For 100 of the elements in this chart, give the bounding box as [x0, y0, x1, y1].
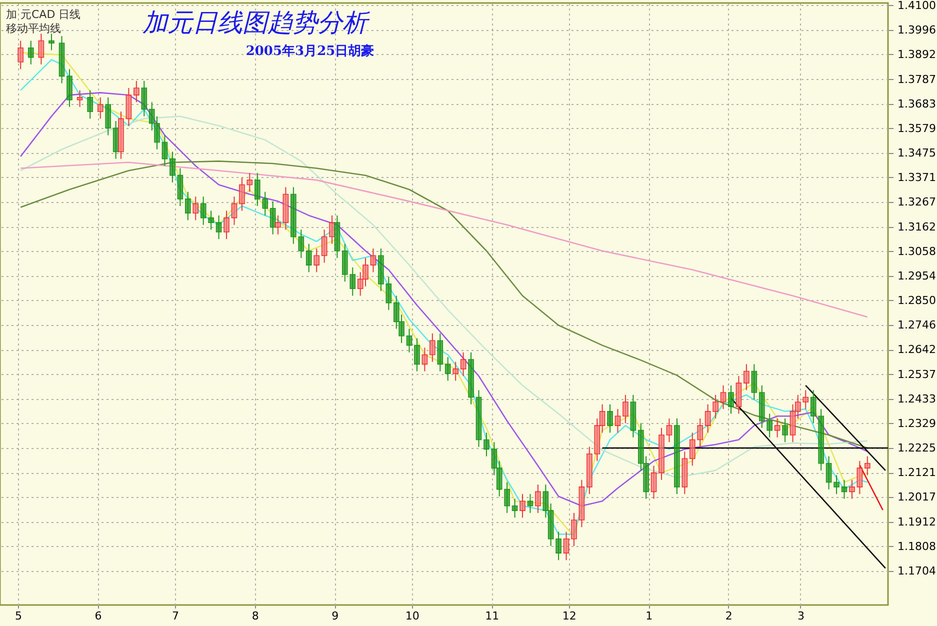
- candlestick: [208, 210, 214, 230]
- candlestick: [720, 384, 726, 410]
- candlestick: [200, 196, 206, 226]
- y-tick-label: 1.2329: [898, 416, 936, 430]
- candlestick: [134, 80, 140, 103]
- candlestick: [849, 479, 855, 500]
- candlestick: [239, 177, 245, 212]
- candlestick: [452, 361, 458, 382]
- candlestick: [76, 90, 83, 108]
- text: 2005年3月25日胡豪: [246, 43, 374, 59]
- x-tick-label: 5: [15, 610, 22, 622]
- candlestick: [556, 531, 562, 561]
- candlestick: [704, 404, 711, 434]
- candlestick: [520, 494, 526, 518]
- y-tick-label: 1.3787: [898, 72, 936, 86]
- y-tick-label: 1.3996: [898, 23, 936, 36]
- candlestick: [728, 384, 734, 414]
- candlestick: [66, 68, 72, 108]
- candlestick: [162, 134, 168, 166]
- candlestick: [834, 474, 840, 495]
- x-tick-label: 11: [485, 610, 500, 622]
- y-tick-label: 1.3579: [898, 122, 936, 135]
- x-tick-label: 7: [172, 610, 180, 622]
- candlestick: [246, 172, 253, 192]
- candlestick: [97, 96, 104, 120]
- candlestick: [504, 482, 510, 514]
- candlestick: [782, 418, 788, 443]
- candlestick: [864, 456, 870, 476]
- x-tick-label: 8: [252, 610, 259, 622]
- x-tick-label: 10: [405, 610, 420, 622]
- y-tick-label: 1.3892: [898, 48, 936, 61]
- candlestick: [141, 80, 148, 117]
- candlestick: [736, 376, 742, 414]
- x-tick-label: 3: [797, 610, 804, 622]
- x-tick-label: 12: [562, 610, 576, 622]
- candlestick: [306, 243, 312, 273]
- y-tick-label: 1.1704: [898, 564, 936, 578]
- candlestick: [28, 40, 34, 65]
- x-tick-label: 6: [94, 610, 102, 622]
- candlestick: [527, 494, 534, 514]
- candlestick: [48, 33, 54, 51]
- candlestick: [386, 276, 392, 310]
- candlestick: [38, 33, 44, 65]
- y-tick-label: 1.3267: [898, 196, 936, 209]
- candlestick: [192, 196, 199, 221]
- candlestick: [406, 328, 412, 353]
- annotation: 移动平均线: [6, 22, 61, 35]
- y-tick-label: 1.2954: [898, 269, 936, 282]
- candlestick: [841, 479, 848, 500]
- y-tick-label: 1.2225: [898, 442, 936, 455]
- candlestick: [105, 96, 112, 136]
- candlestick: [607, 404, 613, 434]
- candlestick: [126, 87, 132, 126]
- y-tick-label: 1.2121: [898, 466, 936, 480]
- candlestick: [571, 512, 577, 546]
- y-tick-label: 1.2017: [898, 490, 936, 504]
- candlestick: [744, 364, 750, 391]
- candlestick: [563, 531, 570, 561]
- y-tick-label: 1.3683: [898, 97, 936, 110]
- candlestick: [314, 248, 320, 273]
- candlestick: [856, 460, 863, 495]
- candlestick: [826, 456, 832, 490]
- annotation: 加 元CAD 日线: [6, 8, 81, 21]
- candlestick: [422, 347, 428, 372]
- y-tick-label: 1.3371: [898, 170, 936, 184]
- candlestick: [622, 394, 628, 424]
- chart-title: 加元日线图趋势分析: [142, 8, 370, 37]
- candlestick: [184, 191, 191, 221]
- candlestick: [666, 418, 672, 443]
- candlestick: [444, 356, 451, 382]
- candlestick: [216, 214, 222, 240]
- y-tick-label: 1.3162: [898, 220, 936, 234]
- candlestick: [231, 196, 238, 226]
- candlestick: [224, 210, 230, 240]
- candlestick: [460, 352, 466, 377]
- candlestick: [329, 214, 335, 244]
- candlestick: [321, 229, 328, 264]
- candlestick: [650, 465, 657, 500]
- candlestick: [177, 168, 184, 207]
- x-tick-label: 2: [725, 610, 732, 622]
- candlestick: [712, 394, 718, 419]
- candlestick: [414, 338, 420, 372]
- y-tick-label: 1.1912: [898, 515, 936, 528]
- line-series: [20, 162, 868, 318]
- y-tick-label: 1.4100: [898, 0, 936, 12]
- candlestick: [751, 364, 758, 400]
- candlestick: [170, 151, 176, 183]
- y-tick-label: 1.2746: [898, 318, 936, 332]
- candlestick: [275, 214, 281, 235]
- y-tick-label: 1.2850: [898, 294, 936, 307]
- y-tick-label: 1.1808: [898, 540, 936, 553]
- candlestick: [430, 333, 436, 362]
- candlestick: [87, 90, 93, 120]
- candlestick: [370, 248, 376, 273]
- candlestick: [18, 40, 24, 70]
- x-tick-label: 1: [646, 610, 653, 622]
- candlestick: [512, 498, 518, 518]
- candlestick: [484, 432, 490, 457]
- candlestick: [535, 484, 541, 514]
- candlestick: [614, 408, 621, 434]
